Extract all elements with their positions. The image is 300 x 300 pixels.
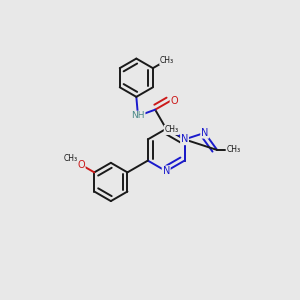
Text: CH₃: CH₃ <box>164 125 178 134</box>
Text: CH₃: CH₃ <box>63 154 77 163</box>
Text: O: O <box>77 160 85 170</box>
Text: N: N <box>163 166 170 176</box>
Text: NH: NH <box>131 111 145 120</box>
Text: CH₃: CH₃ <box>160 56 174 64</box>
Text: N: N <box>181 134 188 144</box>
Text: N: N <box>201 128 208 138</box>
Text: O: O <box>170 96 178 106</box>
Text: CH₃: CH₃ <box>226 146 240 154</box>
